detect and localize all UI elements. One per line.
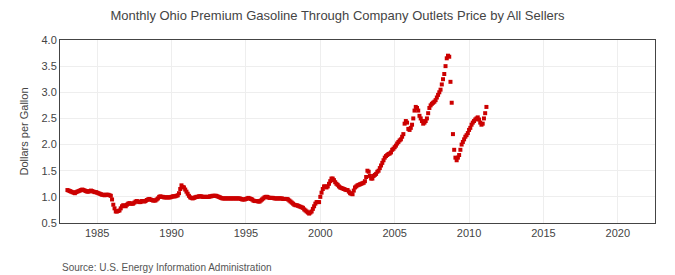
svg-text:1.5: 1.5 — [42, 165, 57, 177]
svg-text:Source: U.S. Energy Informatio: Source: U.S. Energy Information Administ… — [62, 262, 272, 273]
svg-text:0.5: 0.5 — [42, 217, 57, 229]
svg-text:2.5: 2.5 — [42, 112, 57, 124]
svg-text:Monthly Ohio Premium Gasoline: Monthly Ohio Premium Gasoline Through Co… — [110, 8, 565, 23]
svg-text:1.0: 1.0 — [42, 191, 57, 203]
svg-text:2015: 2015 — [531, 227, 555, 239]
svg-text:2000: 2000 — [308, 227, 332, 239]
svg-text:4.0: 4.0 — [42, 34, 57, 46]
svg-text:1990: 1990 — [159, 227, 183, 239]
svg-text:2010: 2010 — [457, 227, 481, 239]
svg-text:3.5: 3.5 — [42, 60, 57, 72]
svg-text:2005: 2005 — [382, 227, 406, 239]
svg-text:2.0: 2.0 — [42, 138, 57, 150]
svg-text:Dollars per Gallon: Dollars per Gallon — [18, 87, 30, 175]
svg-text:2020: 2020 — [606, 227, 630, 239]
svg-text:1985: 1985 — [85, 227, 109, 239]
svg-text:1995: 1995 — [234, 227, 258, 239]
svg-text:3.0: 3.0 — [42, 86, 57, 98]
